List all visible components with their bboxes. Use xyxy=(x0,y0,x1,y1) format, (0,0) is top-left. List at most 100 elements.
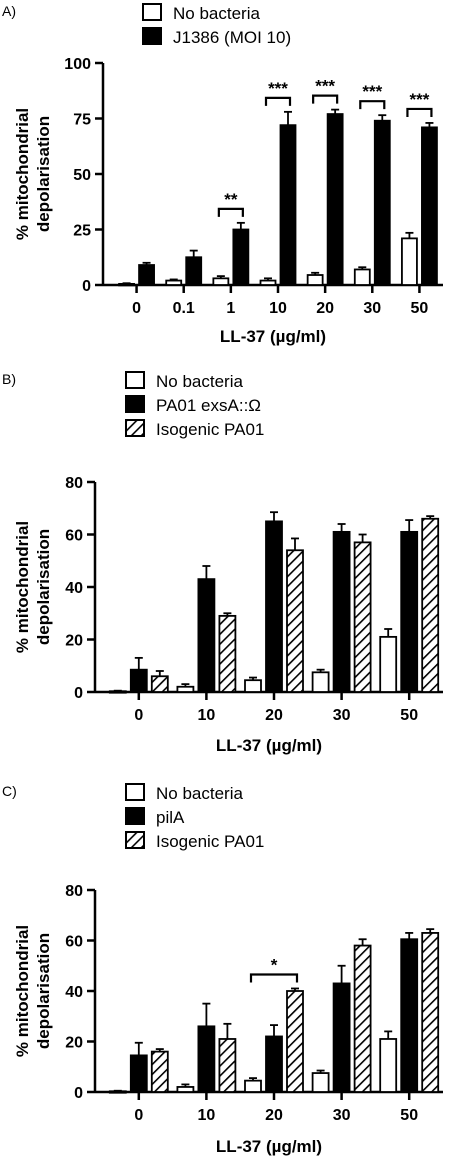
bar xyxy=(244,1079,262,1093)
legend-label: No bacteria xyxy=(173,4,260,23)
bar xyxy=(138,264,155,286)
significance-label: *** xyxy=(315,77,335,96)
bar xyxy=(232,228,250,286)
legend-swatch xyxy=(125,783,145,801)
y-tick-label: 0 xyxy=(74,685,83,702)
bar xyxy=(244,679,262,693)
x-tick-label: 0 xyxy=(132,300,141,317)
y-tick-label: 75 xyxy=(73,112,91,129)
bar xyxy=(421,932,440,1093)
legend-label: Isogenic PA01 xyxy=(156,420,264,439)
legend-label: J1386 (MOI 10) xyxy=(173,28,291,47)
y-tick-label: 0 xyxy=(74,1085,83,1102)
legend-label: PA01 exsA::Ω xyxy=(156,396,261,415)
chart-a-svg: A) No bacteria J1386 (MOI 10) 0 25 50 75 100 0 0.… xyxy=(2,3,443,346)
panel-label: B) xyxy=(2,371,16,387)
bar xyxy=(185,256,203,286)
bar xyxy=(286,549,304,693)
bar xyxy=(218,614,237,693)
legend-label: Isogenic PA01 xyxy=(156,832,264,851)
x-tick-label: 0 xyxy=(134,707,143,724)
x-tick-label: 10 xyxy=(269,300,287,317)
bar xyxy=(259,279,277,286)
bar xyxy=(150,675,169,693)
legend-swatch xyxy=(142,27,162,45)
y-tick-label: 0 xyxy=(82,278,91,295)
x-tick-label: 0 xyxy=(134,1107,143,1124)
bar xyxy=(311,671,330,693)
bar xyxy=(176,685,195,693)
x-tick-label: 1 xyxy=(226,300,235,317)
significance-bracket xyxy=(264,96,292,106)
x-axis-title: LL-37 (µg/ml) xyxy=(216,1137,322,1156)
significance-label: * xyxy=(271,955,278,974)
bar xyxy=(218,1038,237,1093)
bar xyxy=(286,990,304,1093)
x-tick-label: 20 xyxy=(316,300,334,317)
bar xyxy=(379,1038,398,1093)
y-tick-label: 20 xyxy=(65,1035,83,1052)
significance-bracket xyxy=(359,100,386,110)
legend-swatch xyxy=(125,807,145,825)
significance-bracket xyxy=(406,107,433,117)
y-tick-label: 25 xyxy=(73,223,91,240)
significance-label: *** xyxy=(409,90,429,109)
significance-bracket xyxy=(249,973,299,983)
y-tick-label: 100 xyxy=(64,56,91,73)
legend-label: pilA xyxy=(156,808,185,827)
bar xyxy=(353,944,372,1093)
bar xyxy=(401,237,418,286)
chart-panel-c: C) No bacteria pilA Isogenic PA01 0 20 40 60 80 0… xyxy=(0,780,452,1159)
bar xyxy=(306,274,324,286)
legend-swatch xyxy=(125,831,145,849)
legend-swatch xyxy=(125,371,145,389)
bar xyxy=(311,1072,330,1093)
y-axis-title: % mitochondrial depolarisation xyxy=(13,521,53,653)
y-tick-label: 40 xyxy=(65,984,83,1001)
panel-label: A) xyxy=(2,3,16,19)
chart-panel-a: A) No bacteria J1386 (MOI 10) 0 25 50 75 100 0 0.… xyxy=(0,0,452,352)
y-tick-label: 40 xyxy=(65,580,83,597)
x-tick-label: 30 xyxy=(333,1107,351,1124)
significance-bracket xyxy=(312,94,339,104)
bar xyxy=(265,520,283,693)
x-tick-label: 50 xyxy=(400,707,418,724)
y-axis-title: % mitochondrial depolarisation xyxy=(13,925,53,1057)
bar xyxy=(197,1025,216,1093)
y-tick-label: 50 xyxy=(73,167,91,184)
y-tick-label: 20 xyxy=(65,633,83,650)
x-tick-label: 50 xyxy=(411,300,429,317)
legend-swatch xyxy=(125,419,145,437)
bar xyxy=(379,635,398,693)
y-tick-label: 80 xyxy=(65,883,83,900)
bar xyxy=(332,982,351,1093)
chart-c-svg: C) No bacteria pilA Isogenic PA01 0 20 40 60 80 0… xyxy=(2,783,443,1156)
legend-label: No bacteria xyxy=(156,784,243,803)
bar xyxy=(129,668,148,693)
x-tick-label: 10 xyxy=(198,707,216,724)
bar xyxy=(332,530,351,693)
bar xyxy=(353,541,372,693)
x-tick-label: 50 xyxy=(400,1107,418,1124)
x-axis-title: LL-37 (µg/ml) xyxy=(220,327,326,346)
bar xyxy=(400,938,419,1093)
bar xyxy=(279,124,297,286)
bar xyxy=(421,517,440,693)
significance-bracket xyxy=(217,207,244,217)
significance-label: ** xyxy=(224,190,238,209)
bar xyxy=(129,1054,148,1093)
significance-label: *** xyxy=(362,82,382,101)
bar xyxy=(373,119,391,286)
x-tick-label: 20 xyxy=(265,707,283,724)
legend-swatch xyxy=(142,3,162,21)
y-tick-label: 60 xyxy=(65,934,83,951)
significance-label: *** xyxy=(268,79,288,98)
bar xyxy=(176,1086,195,1093)
bar xyxy=(150,1050,169,1093)
chart-panel-b: B) No bacteria PA01 exsA::Ω Isogenic PA01 0 2… xyxy=(0,368,452,758)
x-tick-label: 30 xyxy=(333,707,351,724)
y-tick-label: 80 xyxy=(65,475,83,492)
bar xyxy=(326,113,344,286)
bar xyxy=(421,126,438,286)
